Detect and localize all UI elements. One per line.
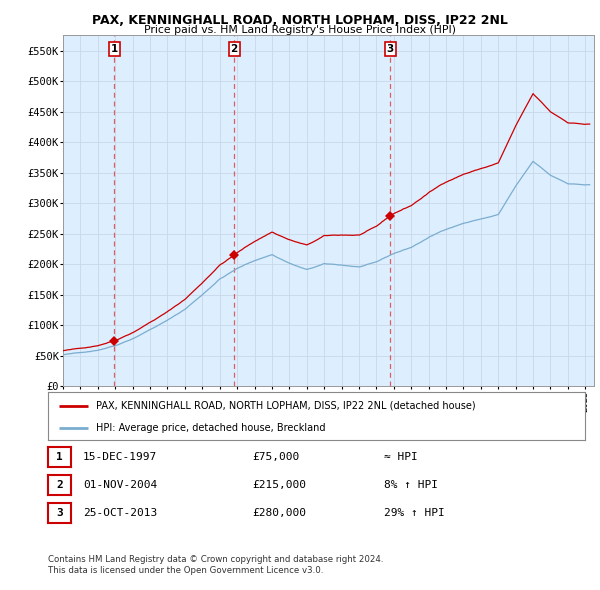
Text: PAX, KENNINGHALL ROAD, NORTH LOPHAM, DISS, IP22 2NL (detached house): PAX, KENNINGHALL ROAD, NORTH LOPHAM, DIS… bbox=[97, 401, 476, 411]
Text: 01-NOV-2004: 01-NOV-2004 bbox=[83, 480, 157, 490]
Text: 29% ↑ HPI: 29% ↑ HPI bbox=[384, 509, 445, 518]
Text: HPI: Average price, detached house, Breckland: HPI: Average price, detached house, Brec… bbox=[97, 423, 326, 432]
Text: 25-OCT-2013: 25-OCT-2013 bbox=[83, 509, 157, 518]
Text: ≈ HPI: ≈ HPI bbox=[384, 453, 418, 462]
Text: 2: 2 bbox=[230, 44, 238, 54]
Text: 1: 1 bbox=[111, 44, 118, 54]
Text: Price paid vs. HM Land Registry's House Price Index (HPI): Price paid vs. HM Land Registry's House … bbox=[144, 25, 456, 35]
Text: This data is licensed under the Open Government Licence v3.0.: This data is licensed under the Open Gov… bbox=[48, 566, 323, 575]
Text: 15-DEC-1997: 15-DEC-1997 bbox=[83, 453, 157, 462]
Text: 3: 3 bbox=[387, 44, 394, 54]
Text: 1: 1 bbox=[56, 453, 63, 462]
Text: 2: 2 bbox=[56, 480, 63, 490]
Text: £215,000: £215,000 bbox=[252, 480, 306, 490]
Text: 8% ↑ HPI: 8% ↑ HPI bbox=[384, 480, 438, 490]
Text: £280,000: £280,000 bbox=[252, 509, 306, 518]
Text: Contains HM Land Registry data © Crown copyright and database right 2024.: Contains HM Land Registry data © Crown c… bbox=[48, 555, 383, 563]
Text: £75,000: £75,000 bbox=[252, 453, 299, 462]
Text: 3: 3 bbox=[56, 509, 63, 518]
Text: PAX, KENNINGHALL ROAD, NORTH LOPHAM, DISS, IP22 2NL: PAX, KENNINGHALL ROAD, NORTH LOPHAM, DIS… bbox=[92, 14, 508, 27]
